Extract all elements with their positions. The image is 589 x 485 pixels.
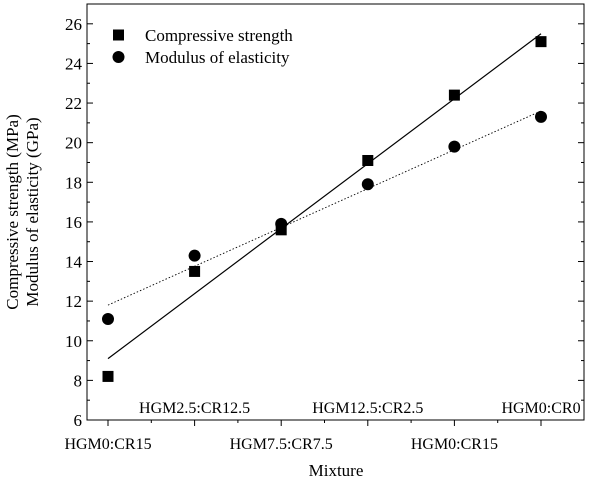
- point-modulus-of-elasticity: [535, 110, 547, 123]
- y-axis-label-line2: Modulus of elasticity (GPa): [23, 117, 42, 306]
- y-tick-label: 6: [74, 411, 83, 430]
- x-axis-label: Mixture: [309, 461, 364, 480]
- trendline-compressive-strength: [107, 33, 542, 360]
- y-tick-label: 18: [65, 173, 82, 192]
- y-tick-label: 24: [65, 54, 83, 73]
- y-tick-label: 10: [65, 332, 82, 351]
- y-axis-label-line1: Compressive strength (MPa): [3, 114, 22, 309]
- point-compressive-strength: [448, 89, 460, 101]
- point-compressive-strength: [189, 265, 201, 277]
- point-modulus-of-elasticity: [102, 312, 114, 325]
- trendline-modulus-of-elasticity: [107, 110, 542, 306]
- legend-label: Modulus of elasticity: [145, 48, 290, 67]
- y-tick-label: 22: [65, 94, 82, 113]
- y-tick-label: 26: [65, 15, 82, 34]
- x-tick-label: HGM0:CR15: [64, 436, 151, 453]
- legend-marker-square: [113, 29, 124, 41]
- x-tick-label: HGM2.5:CR12.5: [139, 400, 250, 417]
- y-tick-label: 14: [65, 253, 83, 272]
- x-tick-label: HGM0:CR15: [411, 436, 498, 453]
- point-modulus-of-elasticity: [448, 140, 461, 153]
- y-tick-label: 12: [65, 292, 82, 311]
- point-modulus-of-elasticity: [188, 249, 201, 262]
- y-tick-label: 16: [65, 213, 82, 232]
- point-modulus-of-elasticity: [275, 217, 288, 230]
- legend-marker-circle: [112, 51, 125, 63]
- point-modulus-of-elasticity: [361, 178, 374, 191]
- point-compressive-strength: [362, 154, 374, 166]
- point-compressive-strength: [102, 370, 114, 382]
- y-tick-label: 8: [74, 371, 83, 390]
- legend-label: Compressive strength: [145, 26, 293, 45]
- y-tick-label: 20: [65, 134, 82, 153]
- x-tick-label: HGM7.5:CR7.5: [230, 436, 333, 453]
- x-tick-label: HGM0:CR0: [501, 400, 580, 417]
- point-compressive-strength: [535, 36, 547, 48]
- plot-frame: [86, 3, 585, 421]
- x-tick-label: HGM12.5:CR2.5: [312, 400, 423, 417]
